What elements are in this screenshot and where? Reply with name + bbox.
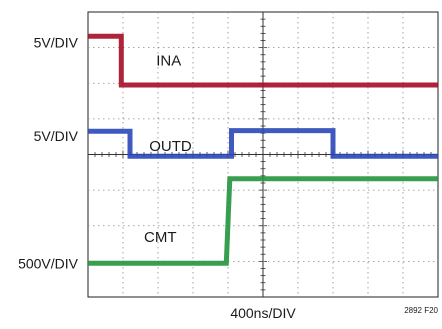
trace-cmt	[88, 176, 438, 266]
series-labels: INA OUTD CMT	[144, 52, 192, 245]
figure-id: 2892 F20	[404, 306, 438, 315]
series-label-ina: INA	[156, 52, 181, 69]
series-label-outd: OUTD	[149, 138, 192, 155]
trace-ina	[88, 33, 438, 88]
grid	[88, 12, 438, 297]
traces	[88, 33, 438, 266]
series-label-cmt: CMT	[144, 229, 177, 246]
channel-scale-label: 500V/DIV	[18, 256, 79, 272]
x-axis-label: 400ns/DIV	[230, 305, 296, 321]
channel-scale-label: 5V/DIV	[34, 128, 79, 144]
channel-scale-labels: 5V/DIV 5V/DIV 500V/DIV	[18, 35, 79, 272]
channel-scale-label: 5V/DIV	[34, 35, 79, 51]
trace-outd	[88, 128, 438, 159]
